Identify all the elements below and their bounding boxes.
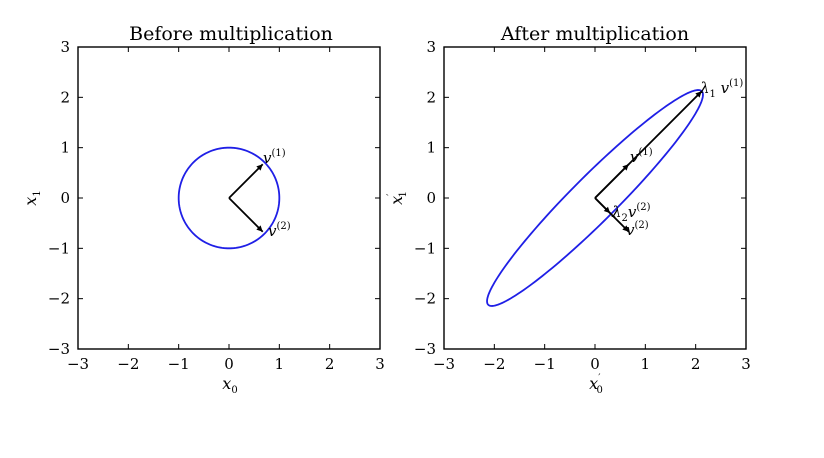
right-xtick-label-1: −2: [483, 355, 505, 373]
right-ytick-label-4: 1: [426, 139, 436, 157]
left-ytick-label-6: 3: [60, 38, 70, 56]
right-title: After multiplication: [500, 23, 689, 45]
left-ylabel: x1: [21, 190, 43, 205]
right-xtick-label-6: 3: [741, 355, 751, 373]
left-ytick-labels: −3 −2 −1 0 1 2 3: [48, 38, 70, 358]
right-xlabel: x′ 0: [589, 373, 603, 396]
left-vector-0: [228, 163, 264, 199]
left-xtick-label-6: 3: [375, 355, 385, 373]
left-xlabel: x0: [222, 374, 237, 396]
left-label-v1: v(1): [263, 148, 286, 167]
right-ytick-label-2: −1: [414, 239, 436, 257]
left-ytick-label-5: 2: [60, 88, 70, 106]
right-ytick-label-3: 0: [426, 189, 436, 207]
left-ytick-label-4: 1: [60, 139, 70, 157]
right-ytick-label-0: −3: [414, 340, 436, 358]
right-ytick-label-1: −2: [414, 290, 436, 308]
left-vector-head-1: [256, 225, 263, 232]
right-vector-1: [594, 163, 630, 199]
left-ytick-label-2: −1: [48, 239, 70, 257]
left-ytick-label-3: 0: [60, 189, 70, 207]
right-ellipse: [486, 89, 704, 307]
right-ytick-label-6: 3: [426, 38, 436, 56]
left-xtick-labels: −3 −2 −1 0 1 2 3: [67, 355, 385, 373]
left-xtick-label-1: −2: [117, 355, 139, 373]
right-ytick-labels: −3 −2 −1 0 1 2 3: [414, 38, 436, 358]
right-vector-head-1: [622, 164, 629, 171]
right-vector-head-2: [622, 225, 629, 232]
right-ellipse-layer: [486, 89, 704, 307]
right-xtick-labels: −3 −2 −1 0 1 2 3: [433, 355, 751, 373]
right-label-lambda1-v1: λ1 v(1): [699, 78, 743, 100]
right-ylabel: x′1: [386, 191, 409, 205]
left-vectors-layer: [228, 163, 264, 233]
left-xtick-label-5: 2: [325, 355, 335, 373]
right-xtick-label-4: 1: [641, 355, 651, 373]
right-panel: After multiplication −3 −2 −1 0 1 2 3 −3 −2 −1 0 1…: [386, 23, 751, 396]
left-ellipse: [177, 146, 281, 250]
right-label-v2: v(2): [626, 220, 649, 239]
left-xtick-label-3: 0: [224, 355, 234, 373]
right-ytick-label-5: 2: [426, 88, 436, 106]
right-vector-head-0: [695, 91, 702, 98]
left-ticks: [77, 46, 381, 350]
right-ticks: [443, 46, 747, 350]
left-vector-head-0: [256, 164, 263, 171]
right-label-v1: v(1): [630, 147, 653, 166]
left-label-v2: v(2): [268, 221, 291, 240]
left-panel: Before multiplication −3 −2 −1 0 1 2 3 −3 −2 −1 0…: [21, 23, 385, 396]
right-vectors-layer: [594, 90, 703, 233]
left-xtick-label-2: −1: [168, 355, 190, 373]
left-ellipse-layer: [177, 146, 281, 250]
right-xtick-label-5: 2: [691, 355, 701, 373]
left-ytick-label-1: −2: [48, 290, 70, 308]
right-xtick-label-3: 0: [590, 355, 600, 373]
left-xtick-label-4: 1: [275, 355, 285, 373]
left-vector-1: [228, 197, 264, 233]
left-title: Before multiplication: [129, 23, 333, 45]
right-xtick-label-0: −3: [433, 355, 455, 373]
right-xtick-label-2: −1: [534, 355, 556, 373]
right-vector-head-3: [603, 206, 611, 214]
left-ytick-label-0: −3: [48, 340, 70, 358]
left-xtick-label-0: −3: [67, 355, 89, 373]
